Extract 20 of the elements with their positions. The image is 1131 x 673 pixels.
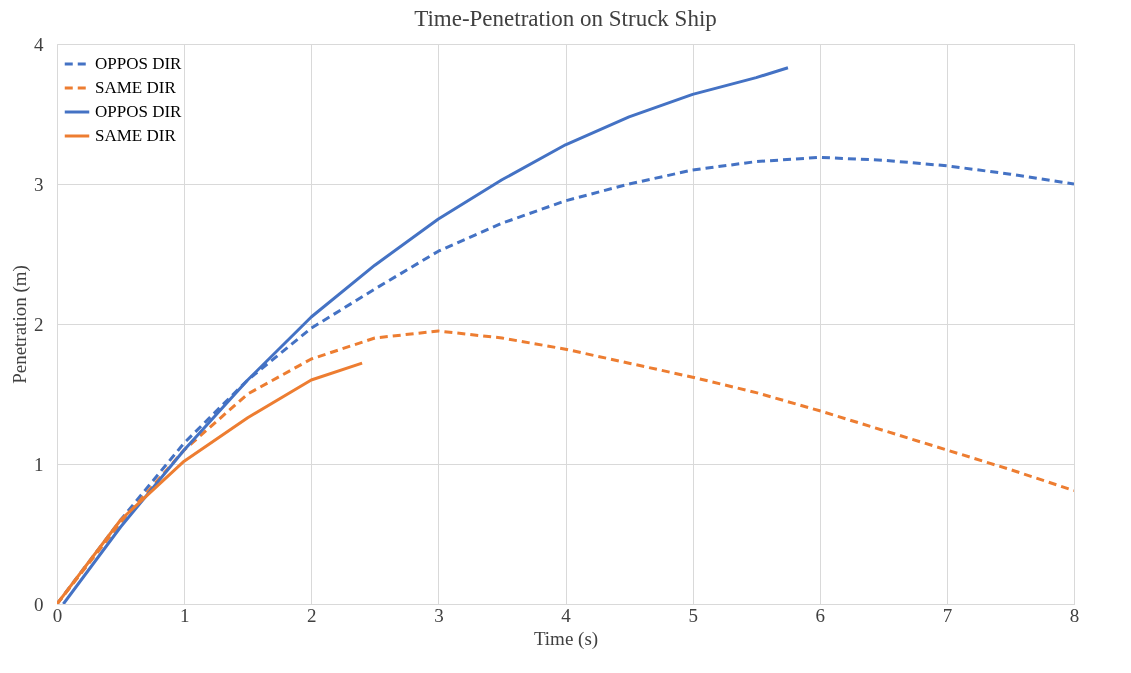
x-tick-label: 3	[434, 604, 444, 626]
y-tick-label: 3	[34, 173, 44, 195]
x-tick-label: 7	[942, 604, 953, 626]
x-tick-label: 1	[179, 604, 190, 626]
y-tick-label: 2	[34, 313, 44, 335]
x-tick-label: 2	[307, 604, 317, 626]
y-tick-label: 1	[34, 453, 44, 475]
x-tick-label: 5	[688, 604, 698, 626]
x-tick-label: 4	[561, 604, 572, 626]
chart-title: Time-Penetration on Struck Ship	[414, 6, 717, 31]
x-tick-label: 6	[815, 604, 825, 626]
y-axis-title: Penetration (m)	[9, 265, 31, 384]
legend-label: SAME DIR	[95, 78, 177, 97]
legend-label: OPPOS DIR	[95, 102, 183, 121]
legend-label: OPPOS DIR	[95, 54, 183, 73]
x-tick-label: 8	[1069, 604, 1080, 626]
x-tick-label: 0	[52, 604, 63, 626]
x-axis-title: Time (s)	[533, 627, 599, 650]
y-tick-label: 4	[34, 33, 44, 55]
legend-label: SAME DIR	[95, 126, 177, 145]
